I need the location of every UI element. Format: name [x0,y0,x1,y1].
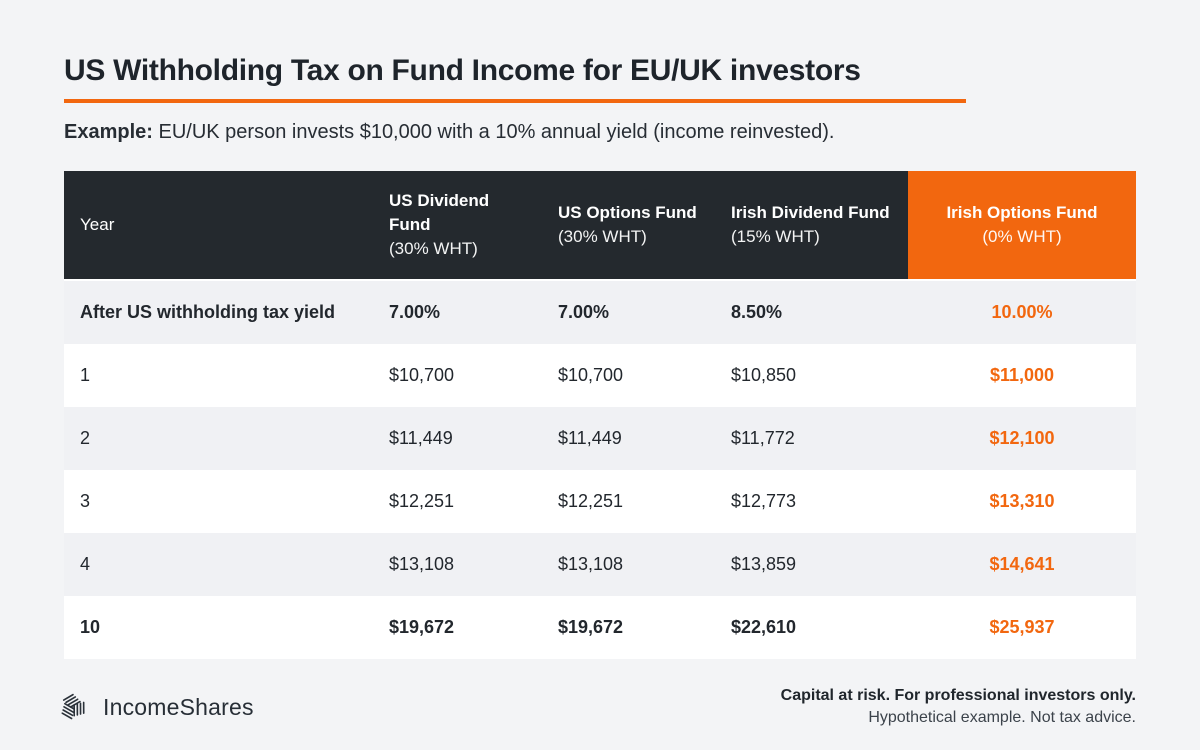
value-cell: $10,700 [369,344,538,407]
value-cell: $12,251 [369,470,538,533]
table-row: After US withholding tax yield 7.00% 7.00%… [64,279,1136,344]
example-body: EU/UK person invests $10,000 with a 10% … [158,121,835,143]
value-cell: $11,772 [711,407,908,470]
example-text: Example: EU/UK person invests $10,000 wi… [64,119,1136,146]
value-cell: $13,108 [538,533,711,596]
table-header: Year US Dividend Fund (30% WHT) US Optio… [64,171,1136,280]
table-row: 1 $10,700 $10,700 $10,850 $11,000 [64,344,1136,407]
disclaimer: Capital at risk. For professional invest… [781,685,1136,729]
irish-options-value-cell: $12,100 [908,407,1136,470]
footer: IncomeShares Capital at risk. For profes… [0,685,1200,729]
title-underline [64,99,966,103]
irish-options-value-cell: $13,310 [908,470,1136,533]
col-header-us-options-fund: US Options Fund (30% WHT) [538,171,711,280]
col-header-irish-options-fund: Irish Options Fund (0% WHT) [908,171,1136,280]
value-cell: $19,672 [538,596,711,659]
table-row: 2 $11,449 $11,449 $11,772 $12,100 [64,407,1136,470]
value-cell: 7.00% [369,279,538,344]
value-cell: $13,859 [711,533,908,596]
col-header-year: Year [64,171,369,280]
page-title: US Withholding Tax on Fund Income for EU… [64,54,861,87]
value-cell: $12,251 [538,470,711,533]
value-cell: $19,672 [369,596,538,659]
row-label-cell: 10 [64,596,369,659]
irish-options-value-cell: 10.00% [908,279,1136,344]
irish-options-value-cell: $25,937 [908,596,1136,659]
table-row: 3 $12,251 $12,251 $12,773 $13,310 [64,470,1136,533]
example-label: Example: [64,121,153,143]
disclaimer-line-1: Capital at risk. For professional invest… [780,687,1136,704]
value-cell: $11,449 [538,407,711,470]
table-body: After US withholding tax yield 7.00% 7.00%… [64,279,1136,659]
value-cell: 7.00% [538,279,711,344]
row-label-cell: After US withholding tax yield [64,279,369,344]
irish-options-value-cell: $14,641 [908,533,1136,596]
value-cell: $10,850 [711,344,908,407]
irish-options-value-cell: $11,000 [908,344,1136,407]
value-cell: $11,449 [369,407,538,470]
value-cell: 8.50% [711,279,908,344]
fund-comparison-table: Year US Dividend Fund (30% WHT) US Optio… [64,171,1136,659]
row-label-cell: 2 [64,407,369,470]
value-cell: $10,700 [538,344,711,407]
value-cell: $13,108 [369,533,538,596]
table-row: 10 $19,672 $19,672 $22,610 $25,937 [64,596,1136,659]
table-header-row: Year US Dividend Fund (30% WHT) US Optio… [64,171,1136,280]
col-header-us-dividend-fund: US Dividend Fund (30% WHT) [369,171,538,280]
col-header-irish-dividend-fund: Irish Dividend Fund (15% WHT) [711,171,908,280]
row-label-cell: 1 [64,344,369,407]
value-cell: $22,610 [711,596,908,659]
brand-lockup: IncomeShares [56,689,254,725]
table-row: 4 $13,108 $13,108 $13,859 $14,641 [64,533,1136,596]
incomeshares-hex-logo-icon [58,693,90,723]
value-cell: $12,773 [711,470,908,533]
row-label-cell: 3 [64,470,369,533]
disclaimer-line-2: Hypothetical example. Not tax advice. [868,709,1136,726]
brand-name: IncomeShares [103,693,254,720]
row-label-cell: 4 [64,533,369,596]
